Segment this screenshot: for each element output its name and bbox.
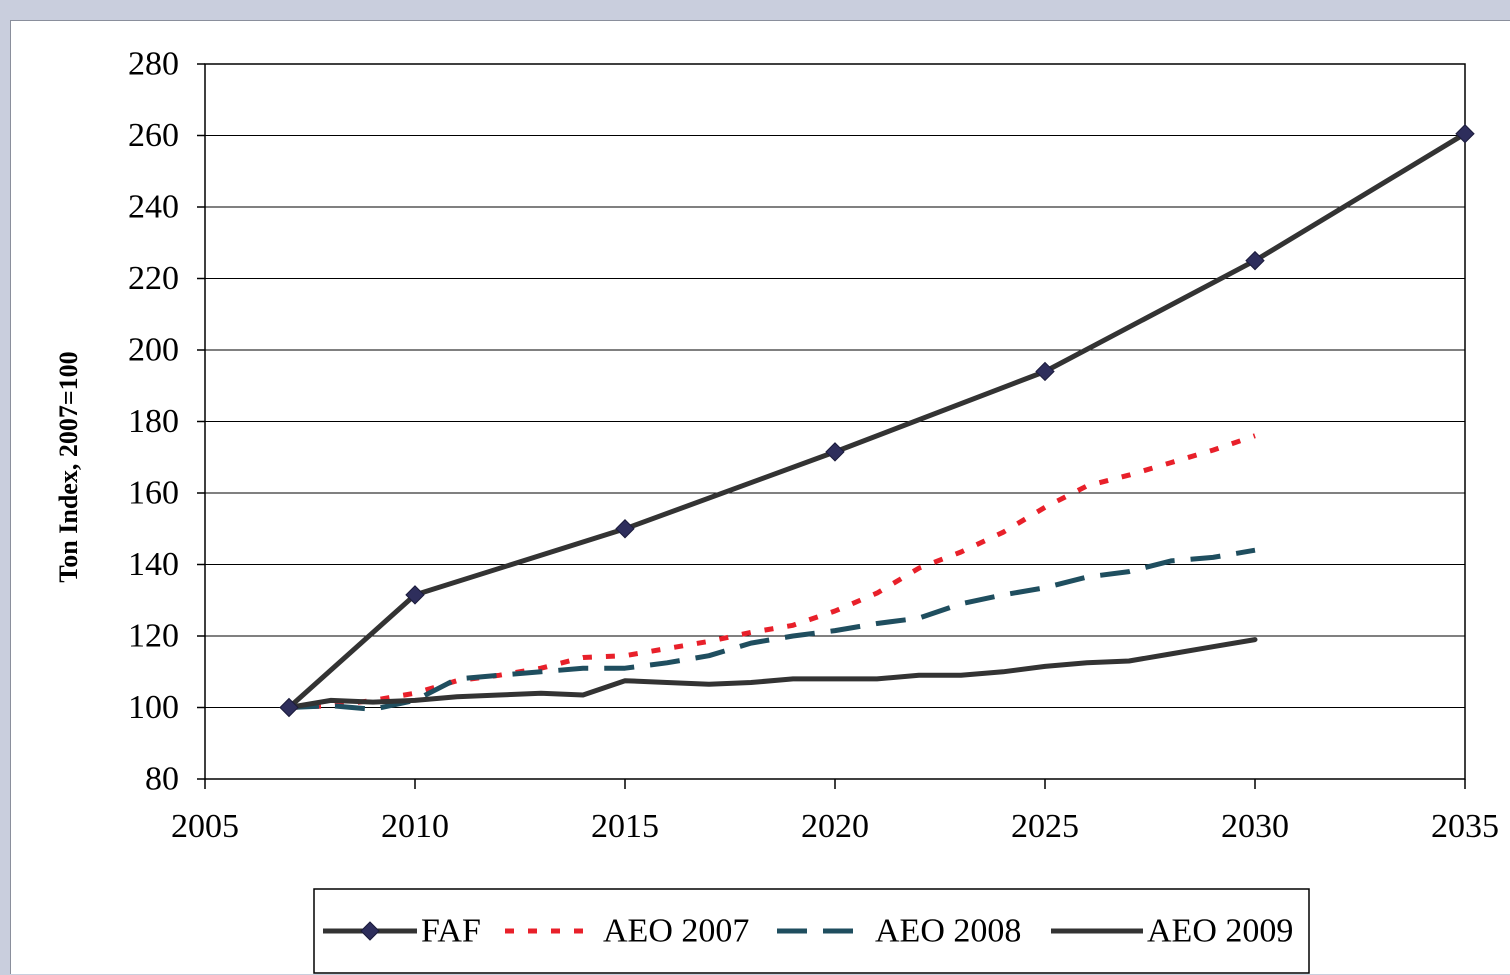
legend-label: AEO 2008 xyxy=(875,913,1021,950)
series-line-aeo-2009 xyxy=(286,637,1258,710)
y-tick-label: 140 xyxy=(128,546,179,583)
chart-frame: 80 100 120 140 160 180 200 220 240 260 280 2005 2010… xyxy=(10,20,1510,974)
y-tick-label: 80 xyxy=(145,761,179,798)
series-markers xyxy=(279,124,1475,718)
x-tick-label: 2015 xyxy=(591,808,659,845)
y-tick-label: 180 xyxy=(128,403,179,440)
y-tick-label: 120 xyxy=(128,618,179,655)
data-point-faf xyxy=(279,697,299,718)
legend-label: FAF xyxy=(421,913,481,950)
axis-ticks xyxy=(197,63,1466,789)
data-point-faf xyxy=(615,519,635,539)
legend-marker xyxy=(360,921,380,941)
legend: FAF AEO 2007 AEO 2008 AEO 2009 xyxy=(313,888,1310,974)
y-tick-label: 280 xyxy=(128,46,179,83)
x-tick-label: 2025 xyxy=(1011,808,1079,845)
legend-items: FAF AEO 2007 AEO 2008 AEO 2009 xyxy=(323,913,1293,950)
x-tick-label: 2035 xyxy=(1431,808,1499,845)
x-tick-label: 2005 xyxy=(171,808,239,845)
data-point-faf xyxy=(1245,250,1265,271)
x-tick-label: 2030 xyxy=(1221,808,1289,845)
y-tick-label: 100 xyxy=(128,689,179,726)
data-point-faf xyxy=(1035,361,1055,382)
legend-box xyxy=(313,888,1310,974)
y-tick-label: 240 xyxy=(128,189,179,226)
y-axis-title: Ton Index, 2007=100 xyxy=(54,351,83,582)
x-tick-label: 2020 xyxy=(801,808,869,845)
tick-labels: 80 100 120 140 160 180 200 220 240 260 280 2005 2010… xyxy=(128,46,1499,846)
y-tick-label: 260 xyxy=(128,117,179,154)
legend-label: AEO 2009 xyxy=(1147,913,1293,950)
data-point-faf xyxy=(825,442,845,462)
data-point-faf xyxy=(1455,124,1475,144)
y-tick-label: 200 xyxy=(128,332,179,369)
grid-lines xyxy=(205,135,1465,708)
y-tick-label: 220 xyxy=(128,260,179,297)
series-line-aeo-2008 xyxy=(288,547,1256,712)
legend-label: AEO 2007 xyxy=(603,913,749,950)
x-tick-label: 2010 xyxy=(381,808,449,845)
line-chart: 80 100 120 140 160 180 200 220 240 260 280 2005 2010… xyxy=(54,46,1499,974)
data-point-faf xyxy=(405,585,425,605)
y-tick-label: 160 xyxy=(128,475,179,512)
